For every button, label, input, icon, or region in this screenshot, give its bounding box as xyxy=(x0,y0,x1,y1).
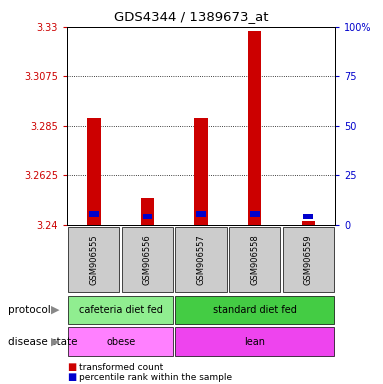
Text: GSM906558: GSM906558 xyxy=(250,234,259,285)
Bar xyxy=(142,214,152,219)
Text: disease state: disease state xyxy=(8,336,77,347)
Text: ■: ■ xyxy=(67,362,76,372)
Text: protocol: protocol xyxy=(8,305,51,315)
Text: GSM906559: GSM906559 xyxy=(304,234,313,285)
Text: ▶: ▶ xyxy=(51,305,60,315)
Text: GDS4344 / 1389673_at: GDS4344 / 1389673_at xyxy=(114,10,269,23)
Text: obese: obese xyxy=(106,336,135,347)
Text: transformed count: transformed count xyxy=(79,362,163,372)
Bar xyxy=(303,214,313,219)
Bar xyxy=(87,118,100,225)
Bar xyxy=(89,212,99,217)
Text: GSM906555: GSM906555 xyxy=(89,234,98,285)
Bar xyxy=(195,118,208,225)
Text: ▶: ▶ xyxy=(51,336,60,347)
Bar xyxy=(196,212,206,217)
Text: standard diet fed: standard diet fed xyxy=(213,305,296,315)
Text: GSM906557: GSM906557 xyxy=(196,234,206,285)
Text: GSM906556: GSM906556 xyxy=(143,234,152,285)
Bar xyxy=(248,31,262,225)
Text: cafeteria diet fed: cafeteria diet fed xyxy=(79,305,162,315)
Bar xyxy=(302,221,315,225)
Text: lean: lean xyxy=(244,336,265,347)
Bar xyxy=(250,212,260,217)
Bar xyxy=(141,198,154,225)
Text: percentile rank within the sample: percentile rank within the sample xyxy=(79,372,232,382)
Text: ■: ■ xyxy=(67,372,76,382)
